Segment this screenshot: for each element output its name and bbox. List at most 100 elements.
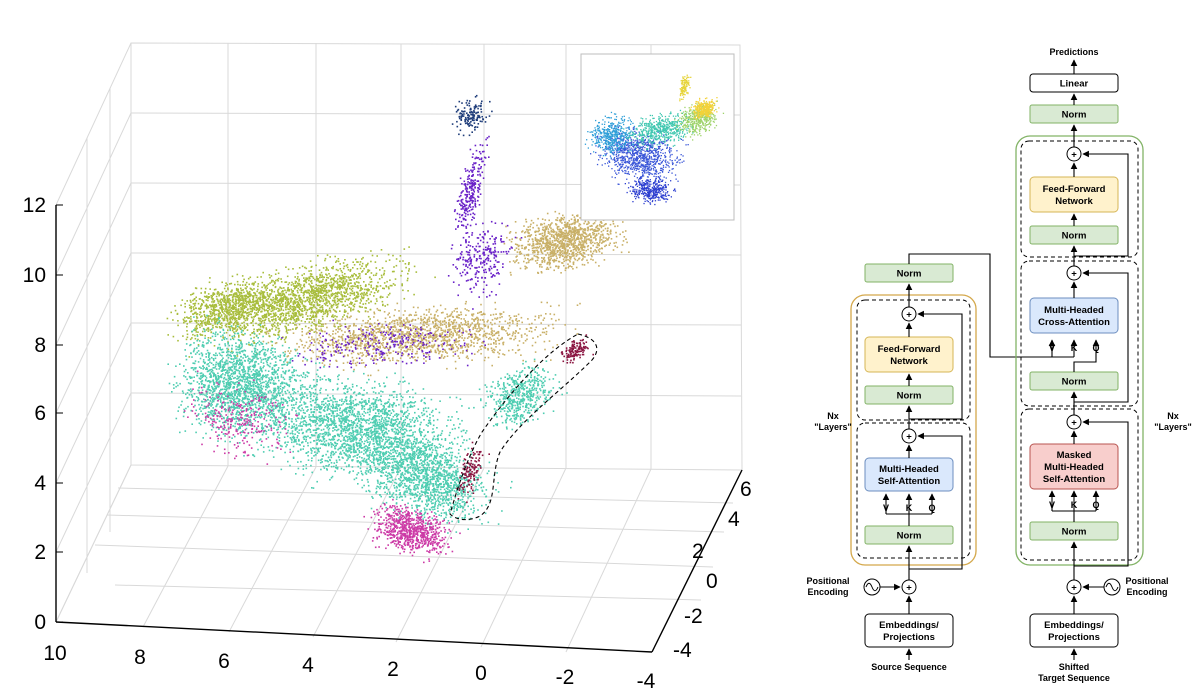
scatter-point <box>516 324 518 327</box>
scatter-point <box>470 197 473 199</box>
scatter-point <box>377 319 379 322</box>
scatter-point <box>538 315 540 317</box>
scatter-point <box>342 280 345 283</box>
scatter-point <box>586 223 589 225</box>
scatter-point <box>270 293 272 295</box>
scatter-point <box>538 233 541 235</box>
scatter-point <box>310 286 312 288</box>
scatter-point <box>428 336 430 338</box>
y-tick: 4 <box>728 508 740 531</box>
scatter-point <box>420 337 423 339</box>
scatter-point <box>533 360 536 363</box>
x-axis-ticks: 10 8 6 4 2 0 -2 -4 <box>43 642 655 693</box>
scatter-point <box>389 359 391 362</box>
scatter-point <box>477 199 479 202</box>
scatter-point <box>225 307 227 309</box>
scatter-point <box>545 228 547 231</box>
scatter-point <box>325 294 328 297</box>
scatter-point <box>413 336 415 339</box>
scatter-point <box>549 262 551 264</box>
scatter-point <box>414 336 416 338</box>
scatter-point <box>515 231 517 234</box>
scatter-point <box>456 345 458 348</box>
scatter-point <box>172 319 174 321</box>
scatter-point <box>548 226 551 228</box>
scatter-point <box>586 223 588 226</box>
scatter-point <box>366 264 369 266</box>
scatter-point <box>530 234 533 236</box>
scatter-point <box>394 337 397 340</box>
scatter-point <box>331 344 334 347</box>
scatter-point <box>411 340 414 343</box>
scatter-point <box>552 249 554 252</box>
scatter-point <box>582 258 584 260</box>
scatter-point <box>464 188 467 190</box>
scatter-point <box>415 335 417 337</box>
scatter-point <box>595 234 598 237</box>
scatter-point <box>296 300 299 303</box>
scatter-point <box>326 274 328 276</box>
scatter-point <box>303 285 306 288</box>
scatter-point <box>539 334 542 336</box>
scatter-point <box>465 321 467 323</box>
scatter-point <box>333 342 336 344</box>
scatter-point <box>269 320 271 323</box>
scatter-point <box>414 341 416 343</box>
scatter-point <box>461 323 463 326</box>
scatter-point <box>356 261 358 263</box>
scatter-point <box>263 306 266 308</box>
scatter-point <box>287 312 290 315</box>
scatter-point <box>298 323 301 326</box>
scatter-point <box>540 248 542 250</box>
scatter-point <box>560 272 562 274</box>
scatter-point <box>462 206 464 208</box>
scatter-point <box>307 291 309 294</box>
scatter-point <box>472 113 474 115</box>
scatter-point <box>562 250 564 252</box>
scatter-point <box>464 209 466 212</box>
scatter-point <box>471 119 474 122</box>
scatter-point <box>478 327 480 329</box>
scatter-point <box>336 282 338 284</box>
scatter-point <box>255 296 258 299</box>
scatter-point <box>479 182 482 185</box>
scatter-point <box>204 318 206 321</box>
scatter-point <box>478 311 481 314</box>
scatter-point <box>410 345 413 347</box>
scatter-point <box>552 259 554 262</box>
scatter-point <box>257 324 260 326</box>
scatter-point <box>441 343 444 345</box>
scatter-point <box>314 306 316 309</box>
scatter-point <box>474 183 476 185</box>
scatter-point <box>248 313 250 316</box>
scatter-point <box>479 167 482 170</box>
scatter-point <box>285 327 287 329</box>
scatter-point <box>471 175 473 177</box>
scatter-point <box>359 302 361 304</box>
scatter-point <box>484 121 487 123</box>
scatter-point <box>341 287 344 289</box>
scatter-point <box>428 337 430 339</box>
scatter-point <box>422 318 424 321</box>
scatter-point <box>295 318 298 320</box>
scatter-point <box>472 153 474 155</box>
scatter-point <box>267 298 270 300</box>
scatter-point <box>418 332 420 335</box>
scatter-point <box>341 271 344 274</box>
scatter-point <box>545 313 547 315</box>
scatter-point <box>446 355 449 357</box>
scatter-point <box>246 319 249 321</box>
scatter-point <box>278 307 280 310</box>
scatter-point <box>275 279 277 282</box>
scatter-point <box>317 279 320 282</box>
scatter-point <box>404 345 406 347</box>
scatter-point <box>232 328 234 330</box>
scatter-point <box>247 324 249 327</box>
scatter-point <box>374 302 377 305</box>
scatter-point <box>260 331 263 333</box>
scatter-point <box>282 303 284 306</box>
scatter-point <box>346 266 349 269</box>
scatter-point <box>479 338 481 340</box>
scatter-point <box>482 334 485 337</box>
scatter-point <box>481 160 483 163</box>
